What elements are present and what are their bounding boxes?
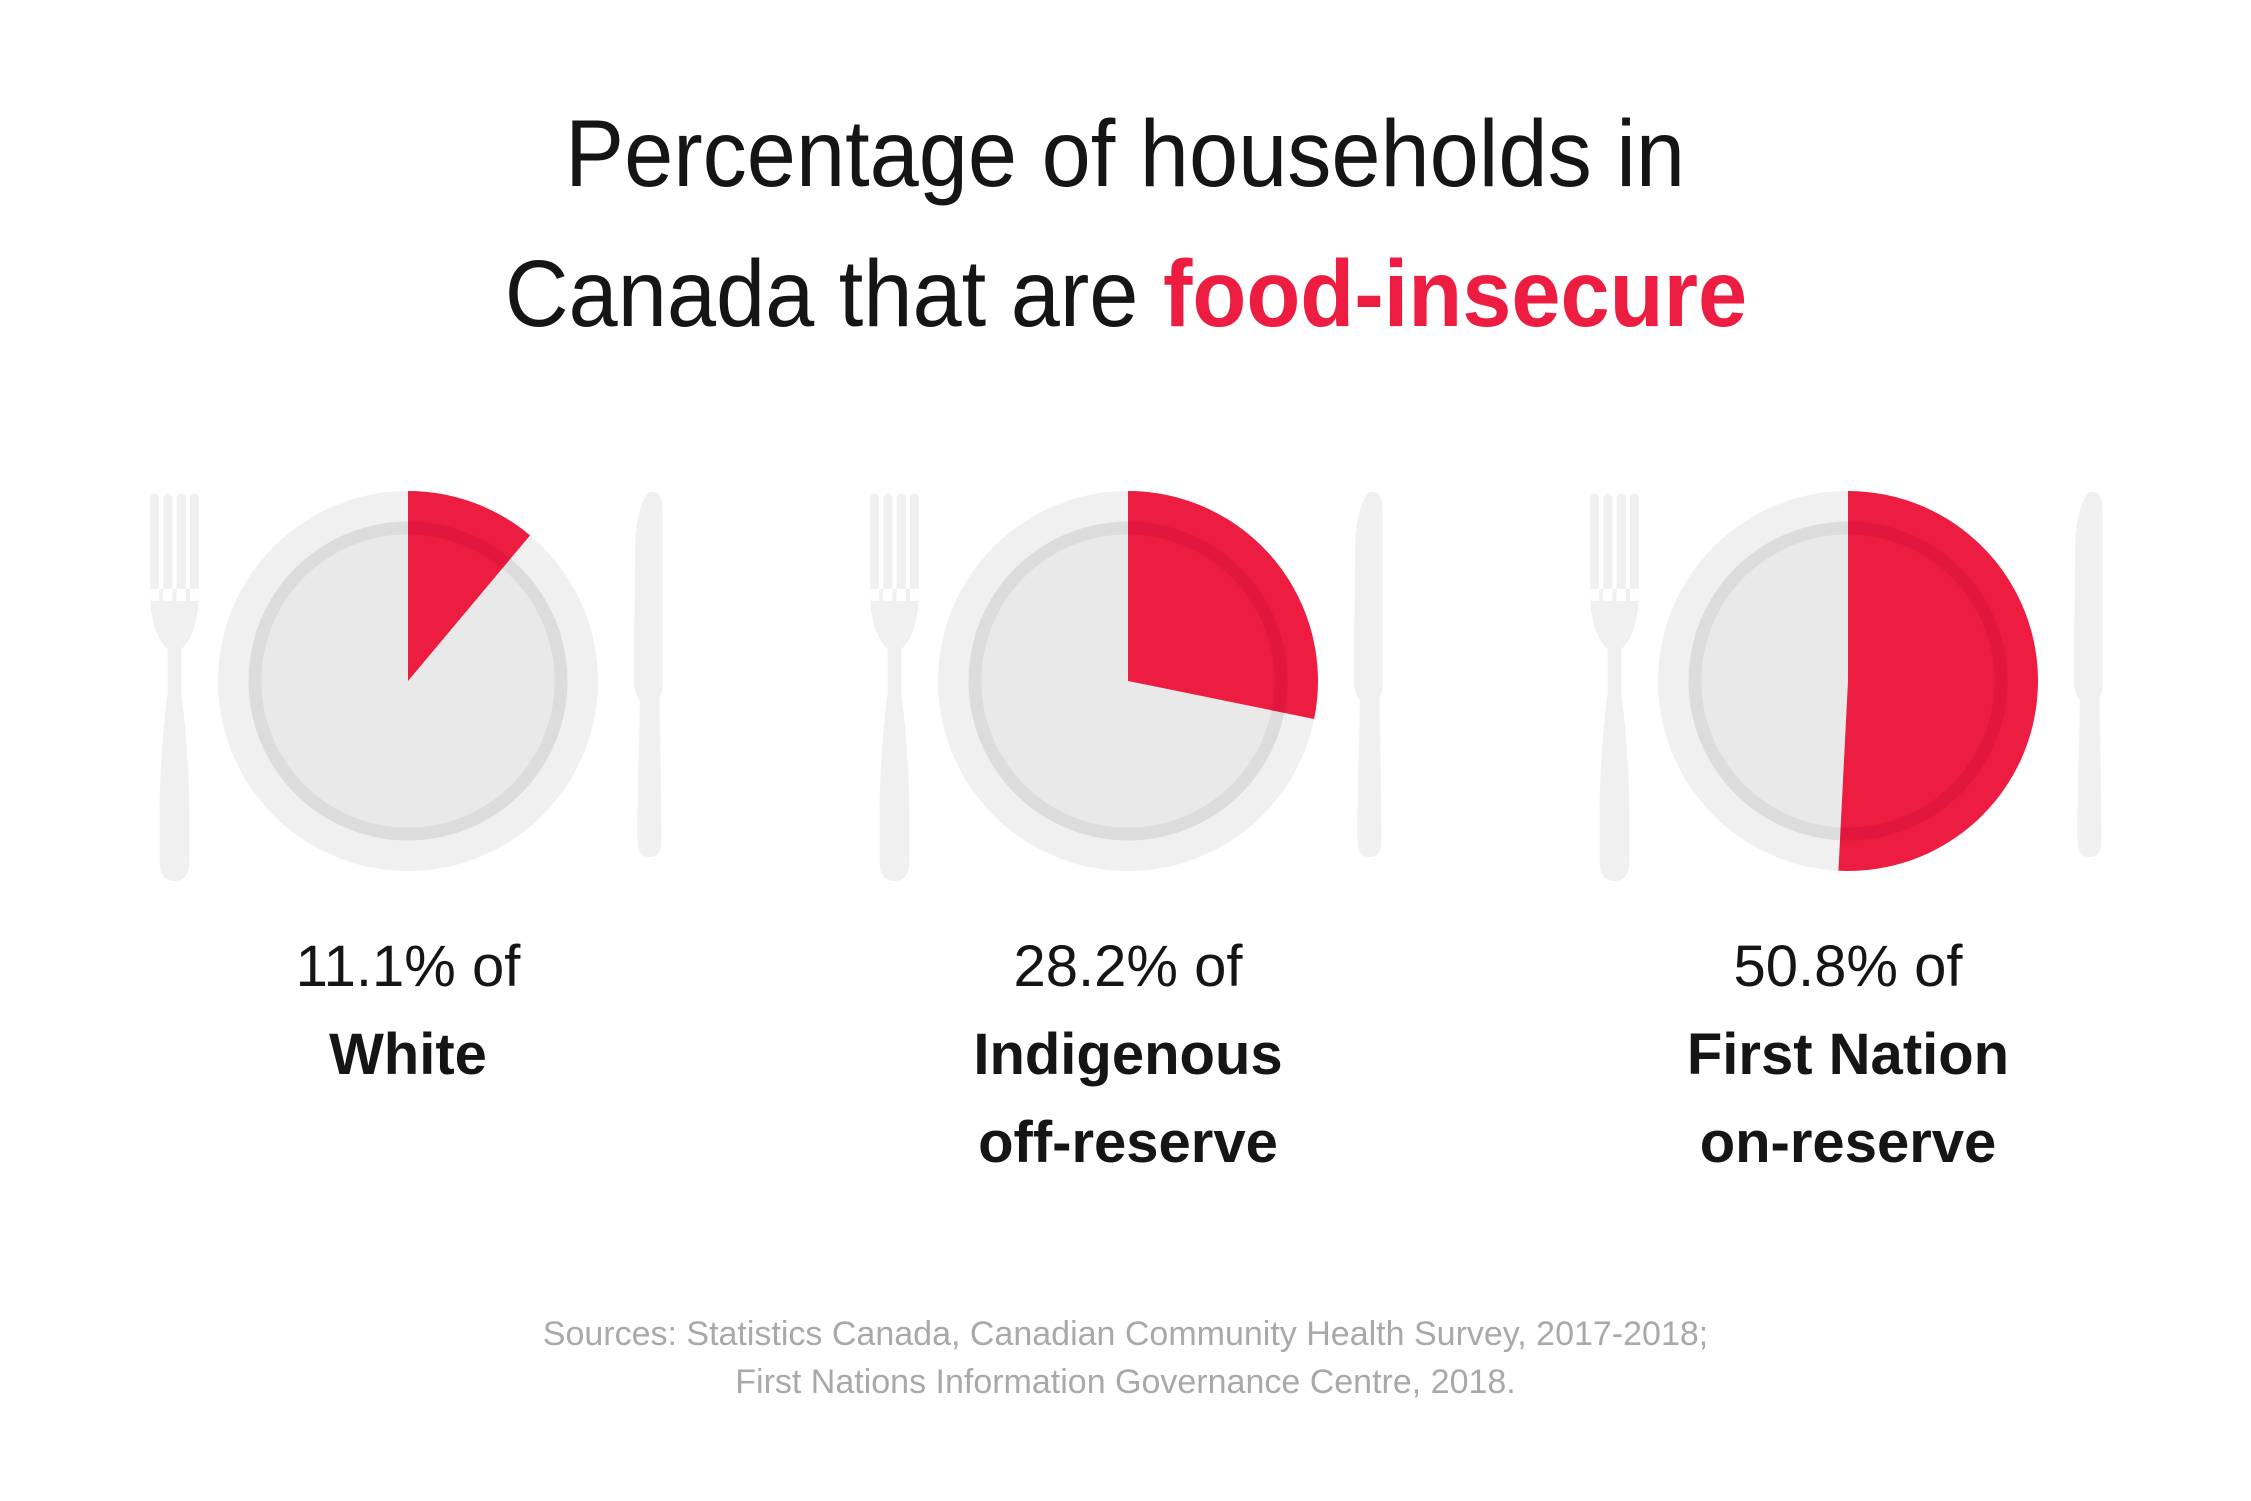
plate-label: 28.2% of Indigenous off-reserve	[868, 923, 1388, 1187]
title-line-1-text: Percentage of households in	[565, 101, 1686, 207]
pie-slice-rim-shade	[1838, 521, 2008, 841]
pie-slice	[408, 491, 531, 681]
group-name-line: First Nation	[1686, 1022, 2010, 1087]
fork-icon	[150, 493, 199, 881]
plate-label: 50.8% of First Nation on-reserve	[1588, 923, 2108, 1187]
plate-pie-chart	[870, 491, 1383, 881]
fork-icon	[1590, 493, 1639, 881]
page-title: Percentage of households in Canada that …	[0, 84, 2251, 364]
sources-line-1: Sources: Statistics Canada, Canadian Com…	[542, 1315, 1709, 1353]
percentage-text: 50.8% of	[1733, 934, 1963, 999]
knife-icon	[2074, 491, 2103, 857]
title-line-2: Canada that are food-insecure	[0, 224, 2251, 364]
title-highlight: food-insecure	[1162, 241, 1747, 347]
plate-label: 11.1% of White	[148, 923, 668, 1099]
group-name-line: on-reserve	[1699, 1110, 1997, 1175]
title-line-2-text: Canada that are food-insecure	[504, 224, 1746, 364]
chart-group-white: 11.1% of White	[148, 489, 668, 1099]
chart-group-indigenous-off-reserve: 28.2% of Indigenous off-reserve	[868, 489, 1388, 1187]
plate-pie-chart	[150, 491, 663, 881]
knife-icon	[634, 491, 663, 857]
pie-slice-rim-shade	[1128, 521, 1288, 719]
chart-group-first-nation-on-reserve: 50.8% of First Nation on-reserve	[1588, 489, 2108, 1187]
group-name-line: Indigenous	[973, 1022, 1283, 1087]
group-name-line: off-reserve	[978, 1110, 1278, 1175]
sources-note: Sources: Statistics Canada, Canadian Com…	[0, 1310, 2251, 1406]
sources-line-2: First Nations Information Governance Cen…	[735, 1363, 1516, 1401]
fork-icon	[870, 493, 919, 881]
pie-slice	[1128, 491, 1318, 719]
percentage-text: 28.2% of	[1013, 934, 1243, 999]
title-line-1: Percentage of households in	[0, 84, 2251, 224]
knife-icon	[1354, 491, 1383, 857]
percentage-text: 11.1% of	[295, 934, 521, 999]
group-name-line: White	[329, 1022, 487, 1087]
pie-slice	[1838, 491, 2038, 871]
title-line-2-prefix: Canada that are	[504, 241, 1163, 347]
plate-pie-chart	[1590, 491, 2103, 881]
